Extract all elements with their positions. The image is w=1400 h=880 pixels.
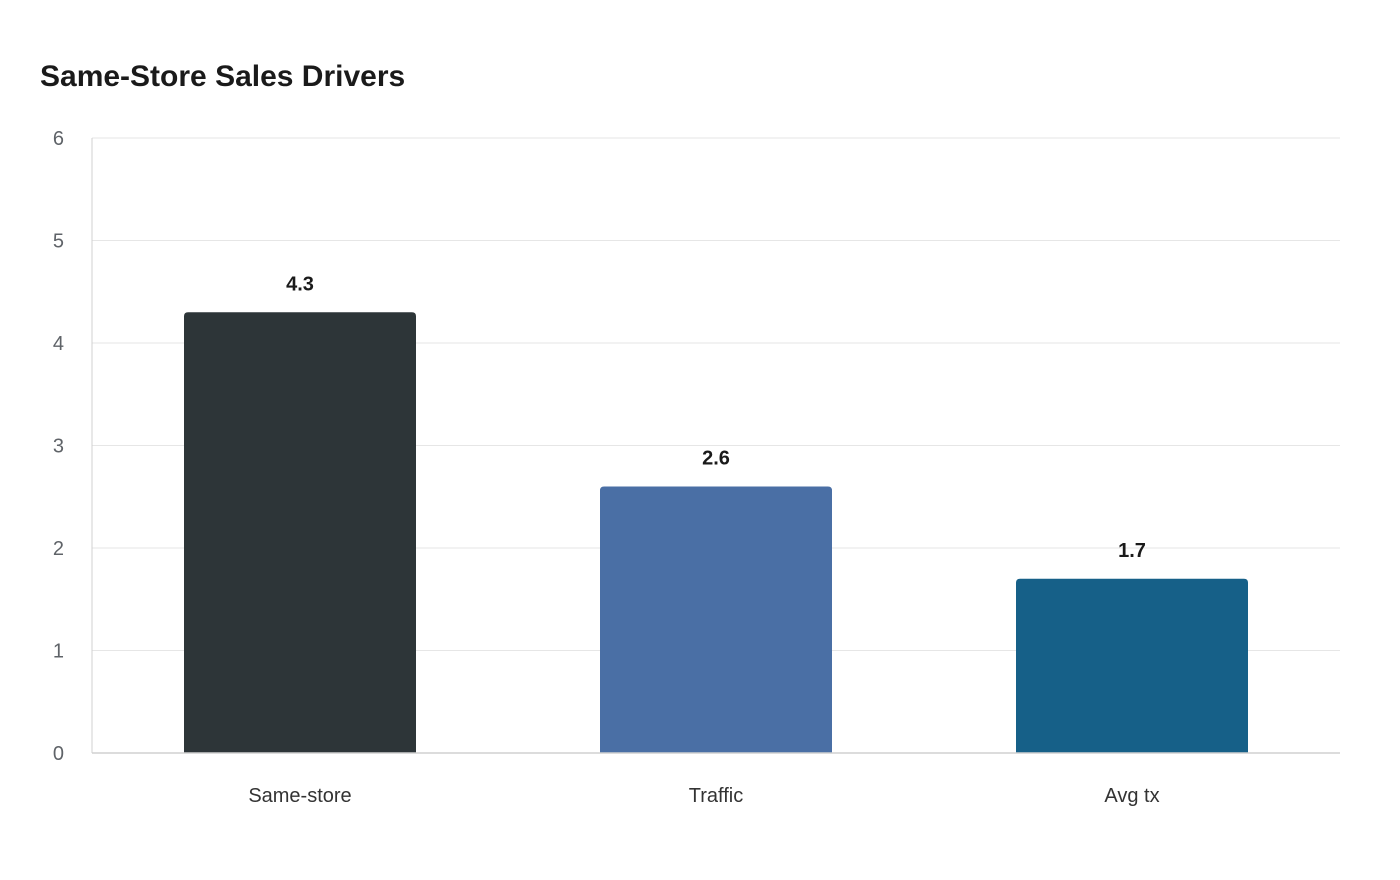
y-tick-label: 6 [53, 128, 64, 150]
x-tick-label: Traffic [689, 785, 743, 807]
x-tick-label: Same-store [248, 785, 351, 807]
y-tick-label: 2 [53, 538, 64, 560]
y-tick-label: 5 [53, 231, 64, 253]
bar-same-store [184, 312, 416, 753]
y-tick-label: 1 [53, 641, 64, 663]
y-tick-label: 0 [53, 743, 64, 765]
chart-title: Same-Store Sales Drivers [40, 60, 406, 93]
y-tick-label: 3 [53, 436, 64, 458]
x-tick-label: Avg tx [1104, 785, 1159, 807]
bar-value-label: 4.3 [286, 273, 314, 295]
y-tick-label: 4 [53, 333, 64, 355]
bar-avg-tx [1016, 578, 1248, 753]
bar-value-label: 2.6 [702, 448, 730, 470]
bar-traffic [600, 486, 832, 753]
bar-value-label: 1.7 [1118, 540, 1146, 562]
